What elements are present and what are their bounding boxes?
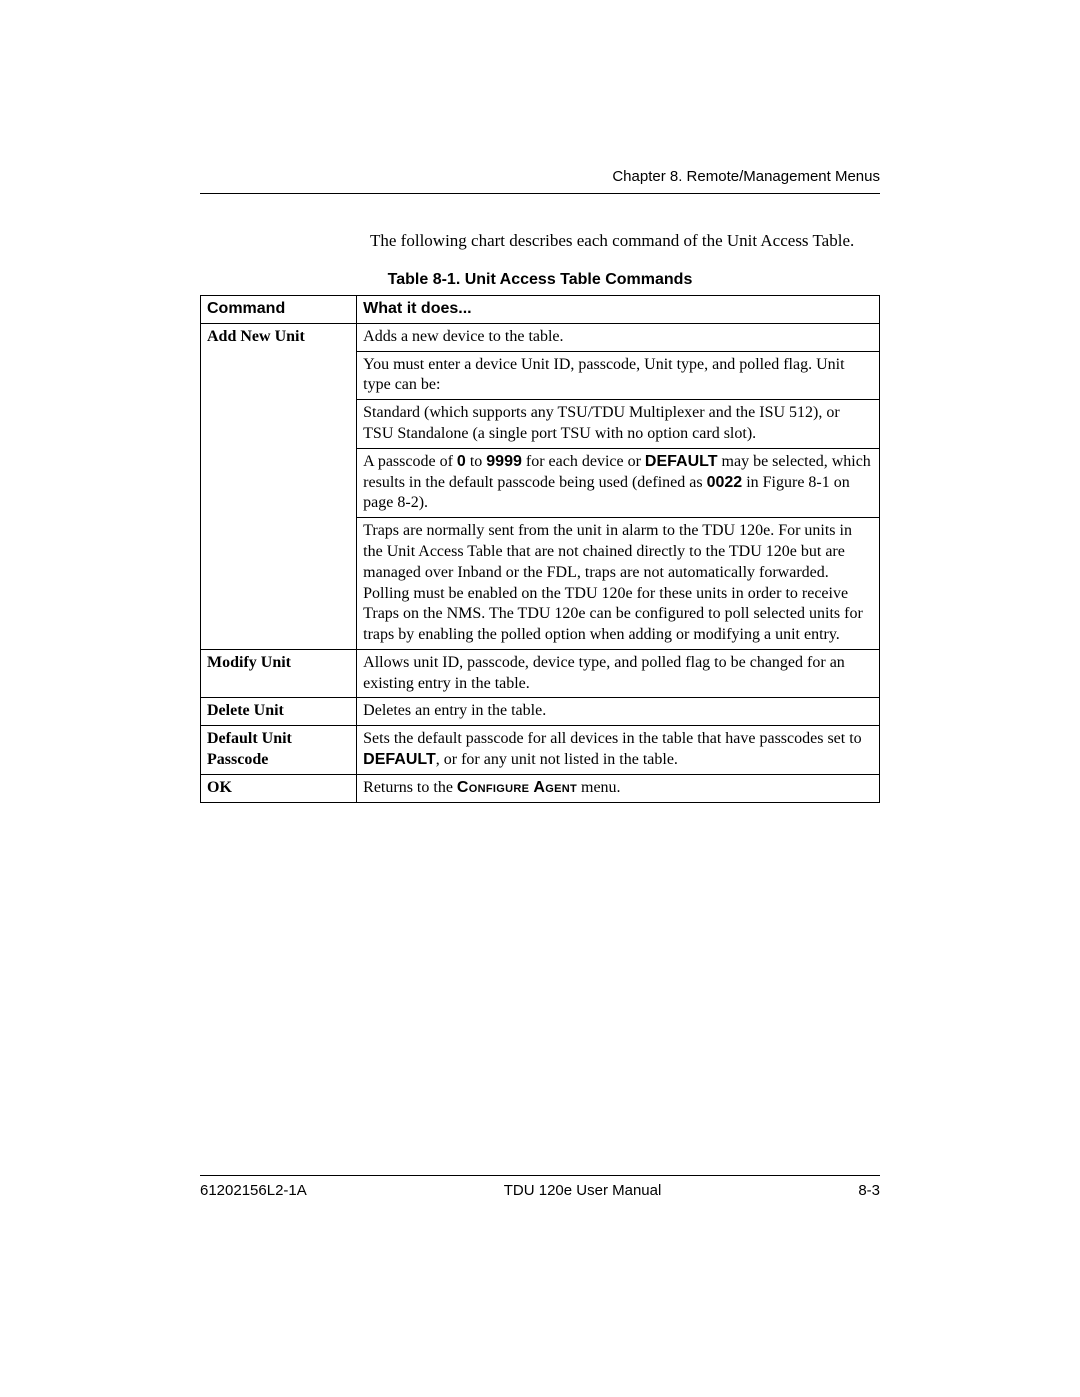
table-header-row: Command What it does... (201, 295, 880, 323)
cmd-add-new-unit: Add New Unit (201, 323, 357, 351)
cmd-default-unit-passcode: Default Unit Passcode (201, 726, 357, 775)
desc-cell: Allows unit ID, passcode, device type, a… (357, 649, 880, 698)
unit-access-table: Command What it does... Add New Unit Add… (200, 295, 880, 803)
intro-paragraph: The following chart describes each comma… (370, 230, 880, 253)
desc-cell: A passcode of 0 to 9999 for each device … (357, 448, 880, 517)
cmd-empty (201, 351, 357, 400)
cmd-delete-unit: Delete Unit (201, 698, 357, 726)
table-row: A passcode of 0 to 9999 for each device … (201, 448, 880, 517)
desc-cell: You must enter a device Unit ID, passcod… (357, 351, 880, 400)
chapter-header: Chapter 8. Remote/Management Menus (200, 168, 880, 185)
footer-manual-title: TDU 120e User Manual (504, 1182, 662, 1199)
desc-cell: Traps are normally sent from the unit in… (357, 518, 880, 650)
table-row: Default Unit Passcode Sets the default p… (201, 726, 880, 775)
cmd-modify-unit: Modify Unit (201, 649, 357, 698)
table-row: You must enter a device Unit ID, passcod… (201, 351, 880, 400)
cmd-empty (201, 400, 357, 449)
footer-page-number: 8-3 (858, 1182, 880, 1199)
footer-doc-number: 61202156L2-1A (200, 1182, 307, 1199)
desc-cell: Deletes an entry in the table. (357, 698, 880, 726)
cmd-ok: OK (201, 774, 357, 802)
table-row: Add New Unit Adds a new device to the ta… (201, 323, 880, 351)
col-command: Command (201, 295, 357, 323)
cmd-empty (201, 448, 357, 517)
table-row: OK Returns to the Configure Agent menu. (201, 774, 880, 802)
desc-cell: Adds a new device to the table. (357, 323, 880, 351)
col-what-it-does: What it does... (357, 295, 880, 323)
table-row: Delete Unit Deletes an entry in the tabl… (201, 698, 880, 726)
table-row: Standard (which supports any TSU/TDU Mul… (201, 400, 880, 449)
page: Chapter 8. Remote/Management Menus The f… (0, 0, 1080, 1397)
desc-cell: Returns to the Configure Agent menu. (357, 774, 880, 802)
table-row: Modify Unit Allows unit ID, passcode, de… (201, 649, 880, 698)
header-rule (200, 193, 880, 194)
page-footer: 61202156L2-1A TDU 120e User Manual 8-3 (200, 1175, 880, 1199)
table-caption: Table 8-1. Unit Access Table Commands (200, 271, 880, 289)
desc-cell: Standard (which supports any TSU/TDU Mul… (357, 400, 880, 449)
footer-rule (200, 1175, 880, 1176)
desc-cell: Sets the default passcode for all device… (357, 726, 880, 775)
table-row: Traps are normally sent from the unit in… (201, 518, 880, 650)
cmd-empty (201, 518, 357, 650)
